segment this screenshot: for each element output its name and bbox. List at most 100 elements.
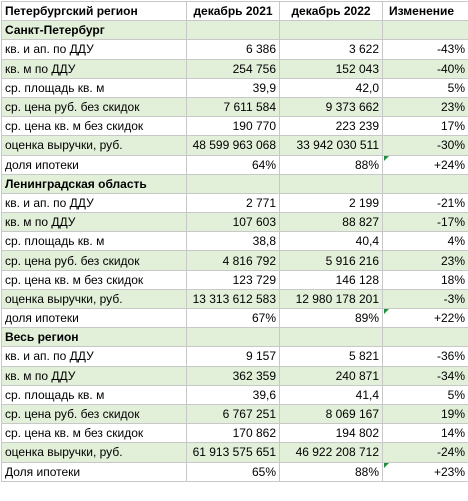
value-dec2021-cell[interactable]: 38,8 [187,232,280,251]
change-cell[interactable]: 5% [383,385,468,404]
metric-label-cell[interactable]: Доля ипотеки [2,462,187,481]
metric-label-cell[interactable]: доля ипотеки [2,155,187,174]
value-dec2022-cell[interactable]: 223 239 [280,117,383,136]
change-cell[interactable]: -21% [383,193,468,212]
value-dec2022-cell[interactable]: 3 622 [280,40,383,59]
value-dec2022-cell[interactable]: 12 980 178 201 [280,289,383,308]
metric-label-cell[interactable]: ср. цена кв. м без скидок [2,270,187,289]
value-dec2021-cell[interactable]: 6 386 [187,40,280,59]
value-dec2022-cell[interactable]: 146 128 [280,270,383,289]
metric-label-cell[interactable]: ср. цена кв. м без скидок [2,424,187,443]
value-dec2022-cell[interactable]: 40,4 [280,232,383,251]
change-cell[interactable]: -40% [383,59,468,78]
empty-cell[interactable] [280,21,383,40]
change-cell[interactable]: +24% [383,155,468,174]
value-dec2021-cell[interactable]: 64% [187,155,280,174]
value-dec2022-cell[interactable]: 152 043 [280,59,383,78]
value-dec2021-cell[interactable]: 39,9 [187,78,280,97]
value-dec2022-cell[interactable]: 33 942 030 511 [280,136,383,155]
value-dec2022-cell[interactable]: 240 871 [280,366,383,385]
header-dec2021-cell[interactable]: декабрь 2021 [187,2,280,21]
value-dec2021-cell[interactable]: 107 603 [187,213,280,232]
empty-cell[interactable] [280,174,383,193]
value-dec2021-cell[interactable]: 6 767 251 [187,404,280,423]
value-dec2021-cell[interactable]: 254 756 [187,59,280,78]
change-cell[interactable]: 5% [383,78,468,97]
change-cell[interactable]: +23% [383,462,468,481]
change-cell[interactable]: -34% [383,366,468,385]
value-dec2022-cell[interactable]: 88 827 [280,213,383,232]
value-dec2021-cell[interactable]: 61 913 575 651 [187,443,280,462]
value-dec2021-cell[interactable]: 362 359 [187,366,280,385]
value-dec2022-cell[interactable]: 5 821 [280,347,383,366]
value-dec2021-cell[interactable]: 170 862 [187,424,280,443]
header-dec2022-cell[interactable]: декабрь 2022 [280,2,383,21]
empty-cell[interactable] [187,328,280,347]
metric-label-cell[interactable]: ср. площадь кв. м [2,232,187,251]
value-dec2021-cell[interactable]: 7 611 584 [187,97,280,116]
change-cell[interactable]: -3% [383,289,468,308]
change-cell[interactable]: 23% [383,251,468,270]
value-dec2022-cell[interactable]: 88% [280,462,383,481]
empty-cell[interactable] [187,21,280,40]
change-cell[interactable]: -36% [383,347,468,366]
value-dec2022-cell[interactable]: 9 373 662 [280,97,383,116]
metric-label-cell[interactable]: ср. цена руб. без скидок [2,251,187,270]
metric-label-cell[interactable]: кв. м по ДДУ [2,366,187,385]
change-cell[interactable]: -30% [383,136,468,155]
metric-label-cell[interactable]: ср. цена руб. без скидок [2,97,187,116]
value-dec2021-cell[interactable]: 123 729 [187,270,280,289]
value-dec2021-cell[interactable]: 48 599 963 068 [187,136,280,155]
change-cell[interactable]: +22% [383,309,468,328]
value-dec2022-cell[interactable]: 8 069 167 [280,404,383,423]
empty-cell[interactable] [280,328,383,347]
value-dec2021-cell[interactable]: 190 770 [187,117,280,136]
change-cell[interactable]: 19% [383,404,468,423]
change-cell[interactable]: 17% [383,117,468,136]
header-label-cell[interactable]: Петербургский регион [2,2,187,21]
metric-label-cell[interactable]: кв. м по ДДУ [2,213,187,232]
value-dec2021-cell[interactable]: 65% [187,462,280,481]
metric-label-cell[interactable]: кв. м по ДДУ [2,59,187,78]
change-cell[interactable]: -17% [383,213,468,232]
change-cell[interactable]: -43% [383,40,468,59]
value-dec2021-cell[interactable]: 67% [187,309,280,328]
value-dec2022-cell[interactable]: 194 802 [280,424,383,443]
metric-label-cell[interactable]: доля ипотеки [2,309,187,328]
change-cell[interactable]: 23% [383,97,468,116]
metric-label-cell[interactable]: оценка выручки, руб. [2,289,187,308]
empty-cell[interactable] [187,174,280,193]
value-dec2021-cell[interactable]: 9 157 [187,347,280,366]
section-title-cell[interactable]: Ленинградская область [2,174,187,193]
value-dec2021-cell[interactable]: 39,6 [187,385,280,404]
value-dec2022-cell[interactable]: 2 199 [280,193,383,212]
value-dec2021-cell[interactable]: 4 816 792 [187,251,280,270]
metric-label-cell[interactable]: оценка выручки, руб. [2,443,187,462]
section-title-cell[interactable]: Санкт-Петербург [2,21,187,40]
empty-cell[interactable] [383,174,468,193]
value-dec2021-cell[interactable]: 2 771 [187,193,280,212]
section-title-cell[interactable]: Весь регион [2,328,187,347]
change-cell[interactable]: 14% [383,424,468,443]
metric-label-cell[interactable]: оценка выручки, руб. [2,136,187,155]
value-dec2022-cell[interactable]: 41,4 [280,385,383,404]
value-dec2021-cell[interactable]: 13 313 612 583 [187,289,280,308]
empty-cell[interactable] [383,21,468,40]
empty-cell[interactable] [383,328,468,347]
change-cell[interactable]: 4% [383,232,468,251]
value-dec2022-cell[interactable]: 46 922 208 712 [280,443,383,462]
metric-label-cell[interactable]: ср. цена кв. м без скидок [2,117,187,136]
metric-label-cell[interactable]: кв. и ап. по ДДУ [2,347,187,366]
change-cell[interactable]: 18% [383,270,468,289]
metric-label-cell[interactable]: кв. и ап. по ДДУ [2,40,187,59]
metric-label-cell[interactable]: ср. площадь кв. м [2,385,187,404]
value-dec2022-cell[interactable]: 88% [280,155,383,174]
metric-label-cell[interactable]: ср. площадь кв. м [2,78,187,97]
metric-label-cell[interactable]: кв. и ап. по ДДУ [2,193,187,212]
change-cell[interactable]: -24% [383,443,468,462]
value-dec2022-cell[interactable]: 5 916 216 [280,251,383,270]
value-dec2022-cell[interactable]: 42,0 [280,78,383,97]
metric-label-cell[interactable]: ср. цена руб. без скидок [2,404,187,423]
header-change-cell[interactable]: Изменение [383,2,468,21]
value-dec2022-cell[interactable]: 89% [280,309,383,328]
